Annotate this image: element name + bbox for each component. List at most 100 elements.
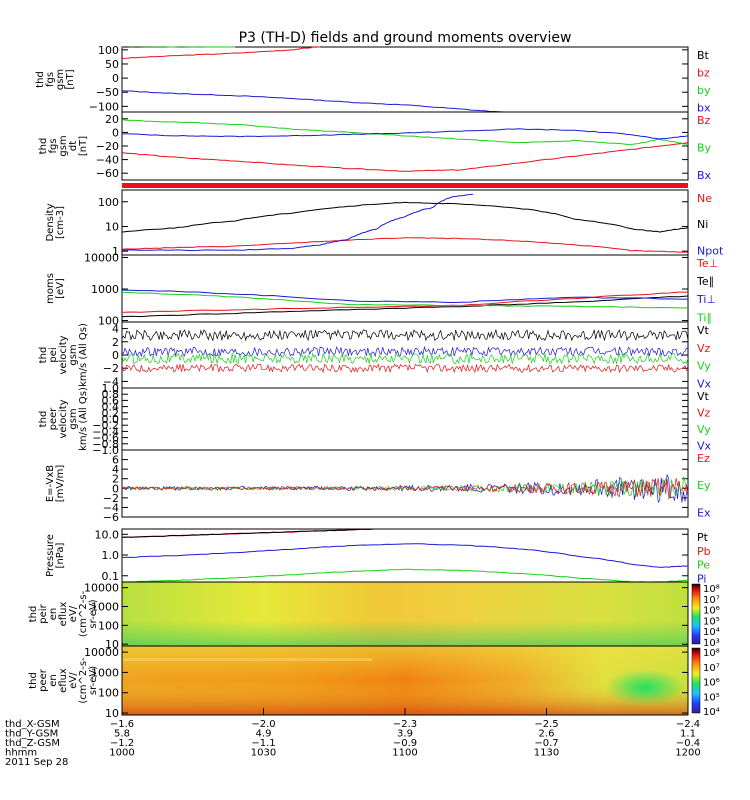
colorbar-gradient bbox=[691, 583, 701, 645]
panel-p10: 10⁸ 10⁷ 10⁶ 10⁵ 10⁴ 10000 1000 100 10 thd peer en ef… bbox=[28, 645, 720, 720]
legend-Ti∥: Ti∥ bbox=[696, 311, 712, 324]
colorbar-tick: 10⁷ bbox=[703, 595, 720, 606]
ytick-label: 2 bbox=[112, 336, 119, 349]
ytick-label: 4 bbox=[112, 323, 119, 336]
ytick-label: −4 bbox=[103, 375, 119, 388]
ytick-label: 10.0 bbox=[95, 528, 120, 541]
ytick-label: 100 bbox=[98, 687, 119, 700]
legend-Ez: Ez bbox=[697, 452, 710, 465]
legend-Vy: Vy bbox=[697, 360, 711, 373]
legend-Vx: Vx bbox=[697, 440, 712, 453]
series-Vz bbox=[121, 363, 689, 374]
ylabel-line: gsm bbox=[55, 69, 66, 90]
series-Pi bbox=[121, 543, 689, 568]
ytick-label: 2 bbox=[112, 473, 119, 486]
legend-Bz: Bz bbox=[697, 114, 711, 127]
panel-frame bbox=[121, 449, 689, 518]
xaxis-value: 1100 bbox=[392, 748, 417, 759]
legend-Npot: Npot bbox=[697, 244, 724, 257]
ytick-label: −0.6 bbox=[92, 432, 119, 445]
legend-Vz: Vz bbox=[697, 407, 711, 420]
ytick-label: 1.0 bbox=[102, 549, 120, 562]
xaxis-value: −0.9 bbox=[393, 738, 417, 749]
ytick-label: −1.0 bbox=[92, 444, 119, 457]
ytick-label: 0.0 bbox=[102, 413, 120, 426]
colorbar-tick: 10³ bbox=[703, 638, 720, 649]
ylabel-line: sr-eV) bbox=[88, 666, 99, 695]
ytick-label: 1000 bbox=[91, 283, 119, 296]
legend-By: By bbox=[697, 142, 712, 155]
legend-Pt: Pt bbox=[697, 531, 709, 544]
colorbar-tick: 10⁵ bbox=[703, 692, 720, 703]
xaxis-row-label: hhmm bbox=[5, 748, 37, 759]
legend-Bt: Bt bbox=[697, 49, 710, 62]
series-Te∥ bbox=[121, 295, 689, 318]
ylabel-line: dt bbox=[68, 141, 79, 151]
ytick-label: 0.2 bbox=[102, 407, 120, 420]
ytick-label: 100 bbox=[98, 44, 119, 57]
x-axis-labels: thd_X-GSM −1.6 −2.0 −2.3 −2.5 −2.4 thd_Y-GSM 5.… bbox=[5, 708, 701, 768]
ytick-label: 10000 bbox=[84, 582, 119, 595]
ytick-label: 10000 bbox=[84, 251, 119, 264]
ytick-label: 100 bbox=[98, 196, 119, 209]
ytick-label: 10 bbox=[105, 707, 119, 720]
xaxis-value: −2.3 bbox=[393, 719, 417, 730]
series-Ti∥ bbox=[121, 291, 689, 309]
ylabel-line: [nT] bbox=[78, 136, 89, 156]
xaxis-value: 1.1 bbox=[680, 729, 696, 740]
xaxis-value: −1.6 bbox=[110, 719, 134, 730]
series-Pe bbox=[121, 568, 689, 583]
series-Ey bbox=[121, 476, 689, 501]
ylabel-line: en bbox=[48, 674, 59, 687]
series-bz bbox=[121, 46, 321, 59]
ytick-label: −50 bbox=[96, 86, 119, 99]
spectrogram-shade-p10 bbox=[122, 646, 688, 715]
series-Bx bbox=[121, 128, 689, 140]
series-Vy bbox=[121, 352, 689, 365]
ylabel-line: en bbox=[48, 608, 59, 621]
ytick-label: 0.4 bbox=[102, 401, 120, 414]
ytick-label: 0.6 bbox=[102, 394, 120, 407]
ytick-label: −2 bbox=[103, 362, 119, 375]
legend-Vy: Vy bbox=[697, 423, 711, 436]
ytick-label: 1000 bbox=[91, 666, 119, 679]
panel-p4: 10000 1000 100 moms [eV] Te⊥ Te∥ Ti⊥ Ti∥ bbox=[45, 251, 718, 327]
series-Vx bbox=[121, 345, 689, 358]
ytick-label: −2 bbox=[103, 492, 119, 505]
panel-p2: 200−20−40−60 thd fgs gsm dt [nT] Bz By Bx bbox=[38, 111, 712, 182]
colorbar-p10: 10⁸ 10⁷ 10⁶ 10⁵ 10⁴ bbox=[691, 647, 720, 718]
ytick-label: 20 bbox=[105, 113, 119, 126]
ylabel-line: gsm bbox=[58, 135, 69, 156]
legend-Vz: Vz bbox=[697, 342, 711, 355]
ylabel-line: [cm-3] bbox=[55, 206, 66, 239]
colorbar-tick: 10⁷ bbox=[703, 663, 720, 674]
panel-frame bbox=[121, 46, 689, 113]
ylabel-line: gsm bbox=[68, 408, 79, 429]
xaxis-value: −1.1 bbox=[251, 738, 275, 749]
ylabel-line: peer bbox=[48, 407, 59, 431]
ylabel-line: eflux bbox=[58, 668, 69, 693]
ylabel-line: gsm bbox=[68, 344, 79, 365]
ylabel-line: (cm^2-s- bbox=[78, 590, 89, 637]
xaxis-value: −2.0 bbox=[251, 719, 275, 730]
series-Npot bbox=[121, 193, 473, 252]
ylabel-line: thd bbox=[38, 411, 49, 428]
legend-by: by bbox=[697, 84, 711, 97]
ytick-label: −60 bbox=[96, 167, 119, 180]
legend-bz: bz bbox=[697, 66, 710, 79]
spectrogram-shade-p9 bbox=[122, 582, 688, 646]
legend-bx: bx bbox=[697, 101, 711, 114]
ylabel-line: thd bbox=[28, 672, 39, 689]
xaxis-value: 1000 bbox=[109, 748, 134, 759]
ylabel-line: thd bbox=[38, 347, 49, 364]
xaxis-value: −0.7 bbox=[534, 738, 558, 749]
xaxis-value: −2.5 bbox=[534, 719, 558, 730]
legend-Te∥: Te∥ bbox=[696, 275, 714, 288]
series-Vt bbox=[121, 328, 689, 342]
ytick-label: 0 bbox=[112, 349, 119, 362]
ylabel-line: eV/ bbox=[68, 672, 79, 689]
